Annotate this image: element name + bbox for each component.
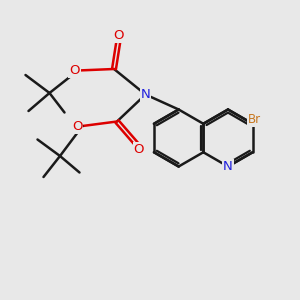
- Text: O: O: [113, 28, 124, 42]
- Text: O: O: [134, 143, 144, 156]
- Text: N: N: [141, 88, 150, 101]
- Text: Br: Br: [248, 113, 261, 126]
- Text: O: O: [69, 64, 80, 77]
- Text: O: O: [72, 119, 82, 133]
- Text: N: N: [223, 160, 233, 173]
